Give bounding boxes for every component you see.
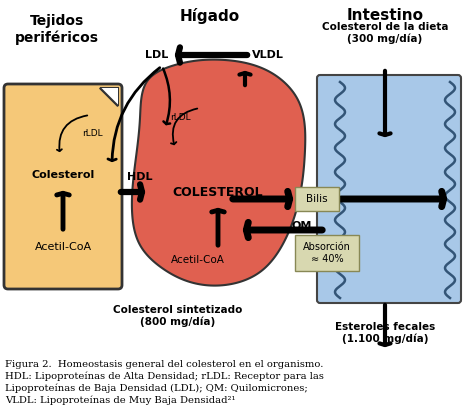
Text: QM: QM bbox=[292, 221, 312, 231]
Polygon shape bbox=[132, 59, 305, 286]
Text: VLDL: VLDL bbox=[252, 50, 284, 60]
Text: Hígado: Hígado bbox=[180, 8, 240, 24]
Text: Colesterol de la dieta
(300 mg/día): Colesterol de la dieta (300 mg/día) bbox=[322, 22, 448, 44]
Text: Acetil-CoA: Acetil-CoA bbox=[34, 242, 92, 252]
Text: Esteroles fecales
(1.100 mg/día): Esteroles fecales (1.100 mg/día) bbox=[335, 322, 435, 344]
Text: Intestino: Intestino bbox=[346, 8, 424, 23]
FancyBboxPatch shape bbox=[317, 75, 461, 303]
FancyBboxPatch shape bbox=[4, 84, 122, 289]
Text: LDL: LDL bbox=[145, 50, 168, 60]
FancyBboxPatch shape bbox=[295, 187, 339, 211]
FancyBboxPatch shape bbox=[295, 235, 359, 271]
Text: rLDL: rLDL bbox=[170, 114, 191, 123]
Text: HDL: HDL bbox=[127, 172, 153, 182]
Text: Absorción
≈ 40%: Absorción ≈ 40% bbox=[303, 242, 351, 264]
Text: Colesterol: Colesterol bbox=[31, 170, 94, 180]
Text: Acetil-CoA: Acetil-CoA bbox=[171, 255, 225, 265]
Text: Tejidos
periféricos: Tejidos periféricos bbox=[15, 14, 99, 45]
Text: rLDL: rLDL bbox=[82, 129, 103, 138]
Polygon shape bbox=[100, 88, 118, 106]
Text: COLESTEROL: COLESTEROL bbox=[173, 186, 263, 199]
Polygon shape bbox=[100, 88, 118, 106]
Text: Figura 2.  Homeostasis general del colesterol en el organismo.
HDL: Lipoproteína: Figura 2. Homeostasis general del colest… bbox=[5, 360, 324, 405]
Text: Colesterol sintetizado
(800 mg/día): Colesterol sintetizado (800 mg/día) bbox=[113, 305, 243, 327]
Text: Bilis: Bilis bbox=[306, 194, 328, 204]
